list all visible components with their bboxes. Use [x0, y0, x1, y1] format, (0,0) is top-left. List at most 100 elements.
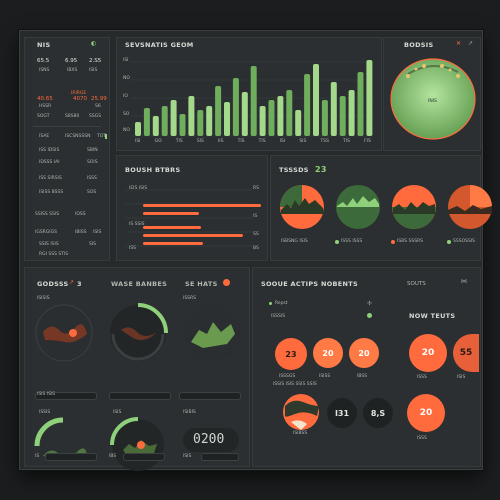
hbar-right-1: RS — [253, 186, 259, 191]
bl-header-b: WASE BANBES — [111, 280, 168, 288]
big-circle-2[interactable]: 55 — [453, 334, 479, 372]
bar — [152, 116, 159, 136]
legend-dot-green — [269, 302, 272, 305]
list-label-3: IDSSS IAI — [39, 160, 60, 165]
hbar-label-top: IEIS ISIS — [129, 186, 148, 191]
bar-chart-title: SEVSNATIS GEOM — [125, 41, 194, 49]
bl-pill-3[interactable] — [179, 392, 241, 400]
hbar — [143, 242, 203, 245]
x-tick: TIS — [258, 139, 266, 144]
leaf-icon[interactable]: ◐ — [91, 40, 97, 47]
dark-circle-1[interactable]: I31 — [327, 398, 357, 428]
x-tick: TSS — [320, 139, 329, 144]
dashboard-window: NIS ◐ 65.5 6.95 2.S5 ISNS IBXS ISIS 40.6… — [19, 30, 492, 471]
cross-icon[interactable]: ✢ — [367, 300, 373, 307]
pie-panel: BODSIS ✕ ↗ INIS — [383, 37, 481, 151]
arrow-icon[interactable]: ↗ — [69, 279, 75, 286]
bar — [143, 108, 150, 136]
bar — [250, 66, 257, 136]
big-label-1: ISSS — [417, 375, 427, 380]
hbar — [143, 212, 199, 215]
stat-value-3: 2.S5 — [89, 58, 102, 64]
x-tick: ISI — [135, 139, 141, 144]
bar — [268, 100, 275, 136]
metric-circle-1[interactable]: 23 — [275, 338, 307, 370]
bl-footer-3: ISIS — [183, 454, 192, 459]
y-tick-1: ISI — [123, 58, 129, 63]
red-label-3: S6 — [95, 104, 101, 109]
bar — [357, 72, 364, 136]
bl-pill-1[interactable] — [35, 392, 97, 400]
hbar-label-mid: IS SSIS — [129, 222, 145, 227]
x-tick: TIS — [175, 139, 183, 144]
bl-small-3: ISSRS — [183, 296, 197, 301]
big-label-2: ISIS — [457, 375, 466, 380]
legend-dot-2 — [335, 240, 339, 244]
y-tick-3: IO — [123, 94, 128, 99]
bl-row-label-2: ISSIS — [39, 410, 51, 415]
trend-donut-2 — [336, 185, 380, 229]
list-label-4: ISS SIRSIS — [39, 176, 62, 181]
bar — [161, 106, 168, 136]
big-circle-1[interactable]: 20 — [409, 334, 447, 372]
br-footer-small: ISSIS ISIS SSIS SSIS — [273, 382, 317, 387]
red-label-2: IRIRGE — [71, 91, 87, 96]
x-ticks-row: ISI GO TIS SIS IIS TIS TIS ISI SIS TSS T… — [135, 139, 371, 144]
big-label-3: ISSS — [417, 436, 427, 441]
metric-circle-2[interactable]: 20 — [313, 338, 343, 368]
list-val-7: ISIS — [93, 230, 102, 235]
hbar-right-4: BS — [253, 246, 259, 251]
left-stats-panel: NIS ◐ 65.5 6.95 2.S5 ISNS IBXS ISIS 40.6… — [24, 37, 110, 261]
big-circle-3[interactable]: 20 — [407, 394, 445, 432]
y-tick-2: NO — [123, 76, 130, 81]
bar — [366, 60, 373, 136]
x-tick: TIS — [237, 139, 245, 144]
bar — [241, 92, 248, 136]
list-toggle-1[interactable] — [105, 134, 107, 139]
record-indicator[interactable] — [223, 279, 230, 286]
bl-footer-pill-1[interactable] — [45, 453, 97, 461]
share-icon[interactable]: ⋈ — [461, 278, 467, 285]
trend-donut-1 — [280, 185, 324, 229]
bottom-left-panel: GODSSS ↗ 3 WASE BANBES SE HATS ISISIS IS… — [24, 267, 250, 471]
list-mid-7: IBISS — [75, 230, 87, 235]
bar — [321, 100, 328, 136]
x-tick: IIS — [217, 139, 224, 144]
list-label-5: ISISS BSSS — [39, 190, 64, 195]
bl-pill-2[interactable] — [109, 392, 171, 400]
list-val-8: SIS — [89, 242, 97, 247]
hbar-panel-title: BOUSH BTBRS — [125, 166, 181, 174]
bl-small-1: ISISIS — [37, 296, 50, 301]
trend-legend-2: ISSS ISSS — [341, 239, 363, 244]
red-label-1: HSSR — [39, 104, 52, 109]
hbar-chart — [125, 189, 261, 247]
list-label-8: SSIS ISIS — [39, 242, 59, 247]
bar — [295, 110, 302, 136]
bl-header-c: SE HATS — [185, 280, 218, 288]
metric-label-2: ISISS — [319, 374, 331, 379]
bl-footer-pill-3[interactable] — [201, 453, 239, 461]
pie-chart — [390, 58, 476, 140]
trends-panel: TSSSDS 23 ISBSNG ISIS ISSS ISSS ISBS SSS… — [270, 155, 492, 261]
close-icon[interactable]: ✕ — [456, 40, 462, 47]
dark-circle-2[interactable]: 8,S — [363, 398, 393, 428]
divider — [33, 126, 101, 127]
red-value-2: 4070 — [73, 96, 87, 102]
edit-icon[interactable]: ↗ — [468, 40, 474, 47]
metric-circle-3[interactable]: 20 — [349, 338, 379, 368]
x-tick: SIS — [196, 139, 204, 144]
bar — [339, 96, 346, 136]
bar — [224, 102, 230, 136]
x-tick: GO — [154, 139, 162, 144]
stat-value-2: 6.95 — [65, 58, 78, 64]
bar — [206, 106, 213, 136]
list-label-6: SSISS SSIS — [35, 212, 60, 217]
br-legend-b: ISSSIS — [271, 314, 286, 319]
left-footer: RGI SSS STIS — [39, 252, 69, 257]
mid-row-3: SSGS — [89, 114, 102, 119]
bl-footer-pill-2[interactable] — [123, 453, 165, 461]
list-label-1: ISAE — [39, 134, 50, 139]
bar — [348, 90, 355, 136]
world-map-globe — [283, 394, 319, 430]
stat-label-1: ISNS — [39, 68, 50, 73]
